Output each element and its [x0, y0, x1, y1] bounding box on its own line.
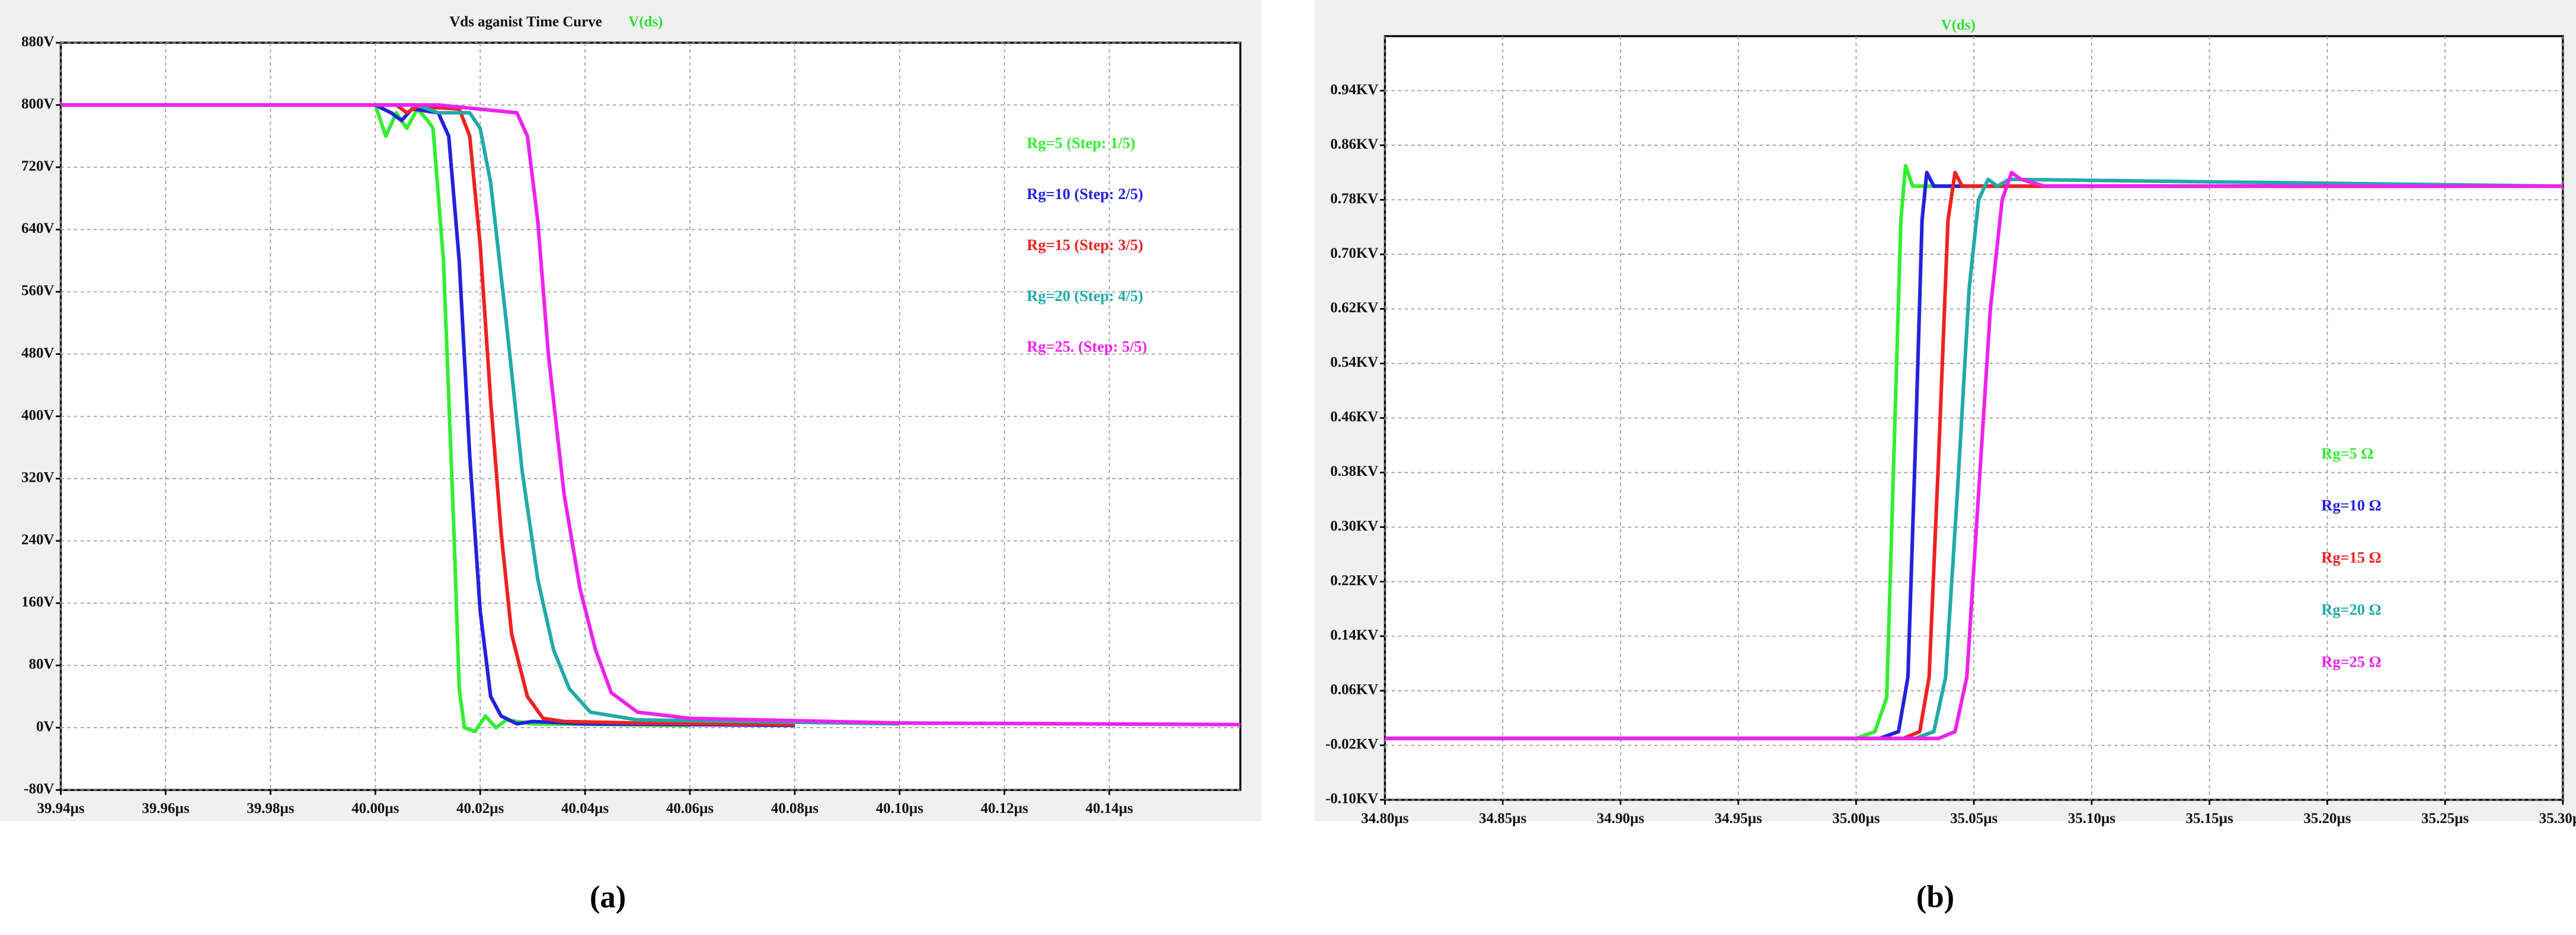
y-tick-label: 80V [29, 657, 55, 673]
y-tick-label: 320V [21, 469, 54, 485]
x-tick-label: 40.14µs [1085, 800, 1133, 816]
x-tick-label: 35.10µs [2068, 811, 2115, 827]
x-tick-label: 40.12µs [981, 800, 1028, 816]
x-tick-label: 35.25µs [2421, 811, 2469, 827]
legend-entry: Rg=20 (Step: 4/5) [1027, 287, 1143, 305]
series-line [60, 103, 1241, 726]
caption: (b) [1916, 880, 1954, 914]
legend-entry: Rg=25 Ω [2321, 653, 2381, 670]
y-tick-label: 800V [21, 96, 54, 112]
x-tick-label: 35.05µs [1950, 811, 1997, 827]
y-tick-label: -0.10KV [1325, 791, 1378, 807]
series-line [60, 103, 795, 726]
series-line [1385, 171, 2563, 741]
caption: (a) [590, 880, 626, 914]
x-tick-label: 40.10µs [876, 800, 923, 816]
y-tick-label: 160V [21, 594, 54, 610]
y-tick-label: 640V [21, 220, 54, 236]
legend-entry: Rg=25. (Step: 5/5) [1027, 338, 1147, 356]
x-tick-label: 40.04µs [561, 800, 609, 816]
x-tick-label: 35.00µs [1832, 811, 1880, 827]
y-tick-label: -80V [24, 781, 54, 797]
y-tick-label: 0.46KV [1330, 409, 1378, 425]
chart-title: Vds aganist Time Curve [449, 14, 602, 30]
series-line [1385, 177, 2563, 741]
legend-entry: Rg=5 Ω [2321, 445, 2373, 462]
y-tick-label: 0.94KV [1330, 82, 1378, 98]
series-line [1385, 164, 2563, 741]
y-tick-label: 0.22KV [1330, 572, 1378, 588]
legend-entry: Rg=5 (Step: 1/5) [1027, 135, 1135, 152]
x-tick-label: 40.02µs [456, 800, 504, 816]
x-tick-label: 34.90µs [1597, 811, 1644, 827]
x-tick-label: 34.85µs [1479, 811, 1526, 827]
y-tick-label: 0.86KV [1330, 136, 1378, 152]
legend-entry: Rg=10 (Step: 2/5) [1027, 185, 1143, 203]
legend-entry: Rg=15 Ω [2321, 549, 2381, 566]
x-tick-label: 39.94µs [37, 800, 84, 816]
y-tick-label: 720V [21, 158, 54, 174]
y-tick-label: 880V [21, 34, 54, 50]
legend-entry: Rg=20 Ω [2321, 601, 2381, 618]
y-tick-label: 0.62KV [1330, 300, 1378, 316]
x-tick-label: 39.98µs [247, 800, 294, 816]
x-tick-label: 35.30µs [2539, 811, 2576, 827]
trace-label: V(ds) [1941, 17, 1976, 33]
y-tick-label: 0.14KV [1330, 627, 1378, 643]
y-tick-label: 400V [21, 407, 54, 423]
y-tick-label: 0.06KV [1330, 681, 1378, 697]
x-tick-label: 40.00µs [351, 800, 399, 816]
series-line [60, 103, 795, 728]
series-line [1385, 171, 2563, 741]
y-tick-label: 480V [21, 345, 54, 361]
y-tick-label: 560V [21, 283, 54, 299]
series-line [60, 103, 900, 726]
legend-entry: Rg=15 (Step: 3/5) [1027, 236, 1143, 254]
series-line [1385, 171, 2563, 741]
y-tick-label: -0.02KV [1325, 737, 1378, 753]
y-tick-label: 0V [36, 719, 54, 735]
y-tick-label: 0.30KV [1330, 518, 1378, 534]
x-tick-label: 39.96µs [142, 800, 189, 816]
x-tick-label: 35.20µs [2303, 811, 2351, 827]
plot-area [59, 41, 1242, 791]
y-tick-label: 0.78KV [1330, 191, 1378, 207]
x-tick-label: 40.06µs [666, 800, 714, 816]
x-tick-label: 40.08µs [771, 800, 819, 816]
y-tick-label: 0.54KV [1330, 354, 1378, 370]
y-tick-label: 0.38KV [1330, 463, 1378, 479]
legend-entry: Rg=10 Ω [2321, 497, 2381, 514]
x-tick-label: 34.80µs [1361, 811, 1408, 827]
x-tick-label: 34.95µs [1715, 811, 1762, 827]
x-tick-label: 35.15µs [2186, 811, 2233, 827]
y-tick-label: 240V [21, 532, 54, 548]
y-tick-label: 0.70KV [1330, 245, 1378, 261]
trace-label: V(ds) [628, 14, 663, 30]
